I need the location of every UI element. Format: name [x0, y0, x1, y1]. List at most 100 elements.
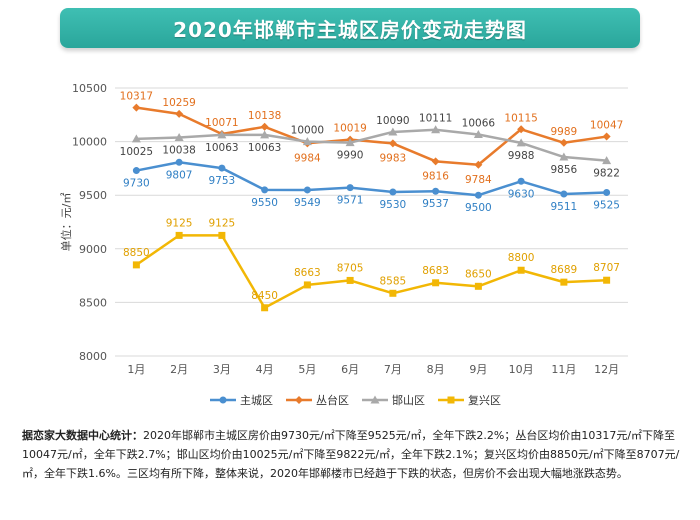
data-label: 9753: [209, 175, 236, 187]
data-label: 9807: [166, 169, 193, 181]
data-point: [559, 138, 568, 147]
data-point: [346, 184, 354, 192]
data-label: 9525: [593, 200, 620, 212]
chart-area: 8000 8500 9000 9500 10000 10500 单位：元/㎡ 1月 2月 3月 4月…: [50, 70, 650, 415]
series-line: [136, 106, 607, 167]
data-point: [517, 266, 525, 274]
y-tick-label: 9500: [79, 189, 107, 202]
data-point: [432, 187, 440, 195]
data-label: 9784: [465, 174, 492, 186]
data-point: [174, 133, 184, 142]
data-label: 10025: [120, 146, 153, 158]
x-tick-label: 9月: [469, 363, 487, 376]
data-label: 9989: [551, 126, 578, 138]
data-point: [132, 103, 141, 112]
data-label: 9500: [465, 202, 492, 214]
x-tick-label: 10月: [509, 363, 534, 376]
y-tick-label: 10500: [72, 82, 107, 95]
data-label: 8800: [508, 252, 535, 264]
chart-title: 2020年邯郸市主城区房价变动走势图: [173, 17, 527, 42]
data-point: [261, 186, 269, 194]
data-label: 9822: [593, 168, 620, 180]
data-point: [560, 190, 568, 198]
data-label: 8585: [380, 275, 407, 287]
data-point: [261, 304, 269, 312]
data-point: [346, 276, 354, 284]
data-point: [559, 152, 569, 161]
note-lead: 据恋家大数据中心统计：: [22, 429, 143, 442]
data-point: [175, 158, 183, 166]
data-point: [603, 189, 611, 197]
data-label: 9530: [380, 199, 407, 211]
y-tick-label: 9000: [79, 243, 107, 256]
data-label: 10111: [419, 113, 452, 125]
data-point: [132, 167, 140, 175]
data-label: 10317: [120, 91, 153, 103]
data-label: 9988: [508, 150, 535, 162]
data-point: [303, 281, 311, 289]
data-point: [517, 125, 526, 134]
data-label: 8705: [337, 262, 364, 274]
data-label: 8689: [551, 264, 578, 276]
x-tick-label: 3月: [213, 363, 231, 376]
series-line: [136, 128, 607, 162]
data-label: 9571: [337, 195, 364, 207]
data-label: 10115: [504, 112, 537, 124]
series-line: [135, 234, 607, 310]
legend-label: 邯山区: [392, 393, 425, 407]
data-point: [260, 130, 270, 139]
data-point: [345, 138, 355, 147]
data-point: [516, 138, 526, 147]
data-label: 10038: [162, 145, 195, 157]
data-point: [603, 276, 611, 284]
data-label: 9511: [551, 201, 578, 213]
data-point: [431, 157, 440, 166]
data-label: 10063: [205, 142, 238, 154]
legend-marker: [370, 395, 380, 404]
legend-marker: [219, 396, 227, 404]
data-point: [175, 231, 183, 239]
data-label: 9550: [251, 197, 278, 209]
data-point: [217, 130, 227, 139]
x-tick-label: 1月: [127, 363, 145, 376]
data-point: [260, 122, 269, 131]
legend-label: 主城区: [240, 394, 273, 407]
data-label: 8683: [422, 265, 449, 277]
series-line: [136, 161, 607, 197]
x-tick-label: 6月: [341, 363, 359, 376]
data-label: 10090: [376, 115, 409, 127]
data-label: 9983: [380, 152, 407, 164]
x-tick-label: 12月: [594, 363, 619, 376]
data-label: 10063: [248, 142, 281, 154]
x-tick-label: 2月: [170, 363, 188, 376]
data-label: 10259: [162, 97, 195, 109]
y-axis-label: 单位：元/㎡: [59, 193, 73, 252]
legend-label: 复兴区: [468, 393, 501, 407]
data-label: 10071: [205, 117, 238, 129]
data-point: [560, 278, 568, 286]
note-body: 2020年邯郸市主城区房价由9730元/㎡下降至9525元/㎡，全年下跌2.2%…: [22, 429, 680, 480]
data-label: 10138: [248, 110, 281, 122]
line-chart: 8000 8500 9000 9500 10000 10500 单位：元/㎡ 1月 2月 3月 4月…: [59, 82, 628, 407]
data-label: 8650: [465, 268, 492, 280]
data-point: [474, 160, 483, 169]
data-label: 9984: [294, 152, 321, 164]
data-point: [473, 130, 483, 139]
data-label: 10047: [590, 120, 623, 132]
legend-marker: [447, 396, 455, 404]
data-point: [474, 191, 482, 199]
data-point: [175, 109, 184, 118]
data-label: 9990: [337, 150, 364, 162]
title-banner: 2020年邯郸市主城区房价变动走势图: [60, 8, 640, 48]
data-point: [389, 289, 397, 297]
data-label: 10000: [291, 125, 324, 137]
data-label: 9125: [209, 217, 236, 229]
data-label: 9549: [294, 197, 321, 209]
y-tick-label: 10000: [72, 136, 107, 149]
data-point: [218, 164, 226, 172]
data-label: 8450: [251, 290, 278, 302]
data-label: 9125: [166, 217, 193, 229]
data-point: [474, 282, 482, 290]
data-label: 9630: [508, 188, 535, 200]
x-tick-label: 5月: [298, 363, 316, 376]
